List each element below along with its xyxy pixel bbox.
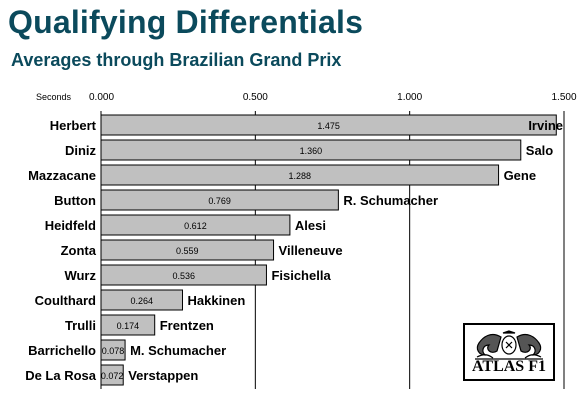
data-label: 0.536 bbox=[172, 271, 195, 281]
chart-title: Qualifying Differentials bbox=[8, 4, 364, 40]
x-tick-label: 1.000 bbox=[397, 92, 422, 103]
x-tick-label: 1.500 bbox=[551, 92, 576, 103]
teammate-label: Salo bbox=[526, 143, 554, 158]
category-label: Wurz bbox=[64, 268, 96, 283]
data-label: 0.559 bbox=[176, 246, 199, 256]
teammate-label: Hakkinen bbox=[187, 293, 245, 308]
category-label: Heidfeld bbox=[45, 218, 96, 233]
category-label: Diniz bbox=[65, 143, 97, 158]
category-label: De La Rosa bbox=[25, 368, 97, 383]
category-label: Trulli bbox=[65, 318, 96, 333]
x-tick-label: 0.500 bbox=[243, 92, 268, 103]
data-label: 1.475 bbox=[317, 121, 340, 131]
teammate-label: Gene bbox=[504, 168, 537, 183]
data-label: 1.288 bbox=[289, 171, 312, 181]
teammate-label: Fisichella bbox=[271, 268, 331, 283]
x-tick-label: 0.000 bbox=[89, 92, 114, 103]
teammate-label: Frentzen bbox=[160, 318, 214, 333]
x-axis-label: Seconds bbox=[36, 92, 72, 102]
teammate-label: Irvine bbox=[528, 118, 563, 133]
teammate-label: Verstappen bbox=[128, 368, 198, 383]
data-label: 0.769 bbox=[208, 196, 231, 206]
data-label: 0.264 bbox=[130, 296, 153, 306]
category-label: Button bbox=[54, 193, 96, 208]
teammate-label: Villeneuve bbox=[279, 243, 343, 258]
teammate-label: R. Schumacher bbox=[343, 193, 438, 208]
category-label: Mazzacane bbox=[28, 168, 96, 183]
category-label: Coulthard bbox=[35, 293, 96, 308]
atlas-f1-logo: ATLAS F1 bbox=[463, 323, 555, 381]
category-label: Barrichello bbox=[28, 343, 96, 358]
logo-text: ATLAS F1 bbox=[472, 358, 546, 375]
data-label: 0.072 bbox=[101, 371, 124, 381]
data-label: 0.612 bbox=[184, 221, 207, 231]
data-label: 0.174 bbox=[117, 321, 140, 331]
crest-icon bbox=[475, 330, 543, 360]
data-label: 1.360 bbox=[300, 146, 323, 156]
data-label: 0.078 bbox=[102, 346, 125, 356]
category-label: Herbert bbox=[50, 118, 97, 133]
category-label: Zonta bbox=[61, 243, 97, 258]
teammate-label: M. Schumacher bbox=[130, 343, 226, 358]
teammate-label: Alesi bbox=[295, 218, 326, 233]
chart-subtitle: Averages through Brazilian Grand Prix bbox=[11, 50, 342, 70]
